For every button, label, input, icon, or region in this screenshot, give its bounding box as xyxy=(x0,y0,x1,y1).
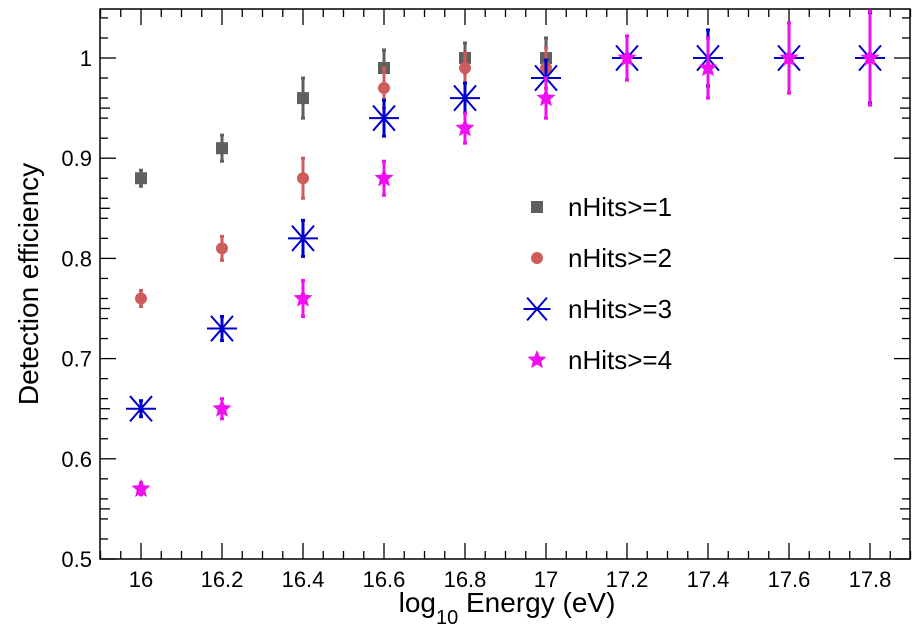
marker-circle xyxy=(297,172,309,185)
y-tick-label: 0.5 xyxy=(61,547,92,572)
marker-asterisk xyxy=(288,225,318,252)
marker-asterisk xyxy=(126,395,156,423)
marker-asterisk xyxy=(207,315,237,342)
marker-star xyxy=(860,48,880,67)
legend-label: nHits>=4 xyxy=(568,345,672,375)
marker-circle xyxy=(459,62,471,75)
marker-circle xyxy=(216,242,228,255)
data-point xyxy=(131,478,151,497)
marker-star xyxy=(617,48,637,67)
x-axis: 16 16.2 16.4 16.6 16.8 17 17.2 17.4 17.6 17.8 xyxy=(99,9,912,592)
series-layer xyxy=(126,9,885,497)
x-axis-title-subscript: 10 xyxy=(436,607,458,629)
legend-item: nHits>=1 xyxy=(531,192,672,222)
marker-star xyxy=(779,48,799,67)
x-tick-label: 17.8 xyxy=(849,567,892,592)
x-axis-title-prefix: log xyxy=(399,587,436,618)
data-point xyxy=(369,98,399,138)
marker-square xyxy=(216,142,228,155)
data-point xyxy=(297,156,309,200)
asterisk-stroke xyxy=(129,395,153,423)
data-point xyxy=(374,159,394,197)
marker-star xyxy=(536,88,556,107)
y-axis-title: Detection efficiency xyxy=(13,163,44,405)
series-asterisk xyxy=(126,11,885,423)
marker-star xyxy=(212,398,232,417)
data-point xyxy=(135,168,147,188)
data-point xyxy=(459,51,471,85)
data-point xyxy=(135,288,147,308)
x-tick-label: 17.6 xyxy=(768,567,811,592)
legend-marker-star xyxy=(527,350,547,369)
data-point xyxy=(297,76,309,120)
x-tick-label: 16.4 xyxy=(282,567,325,592)
legend-item: nHits>=3 xyxy=(523,294,672,324)
data-point xyxy=(126,395,156,423)
x-tick-label: 16.6 xyxy=(363,567,406,592)
x-tick-label: 16 xyxy=(129,567,153,592)
y-tick-label: 1 xyxy=(80,46,92,71)
x-tick-label: 16.2 xyxy=(201,567,244,592)
x-tick-label: 17.2 xyxy=(606,567,649,592)
data-point xyxy=(860,9,880,107)
data-point xyxy=(450,81,480,115)
data-point xyxy=(216,234,228,262)
data-point xyxy=(779,21,799,95)
marker-circle xyxy=(378,82,390,95)
marker-star xyxy=(374,168,394,187)
legend-marker-square xyxy=(531,201,543,213)
series-star xyxy=(131,9,880,497)
x-axis-title: log10 Energy (eV) xyxy=(399,587,616,629)
marker-square xyxy=(135,172,147,185)
asterisk-stroke xyxy=(372,104,396,132)
marker-star xyxy=(698,58,718,77)
marker-asterisk xyxy=(450,84,480,112)
legend-label: nHits>=3 xyxy=(568,294,672,324)
data-point xyxy=(207,315,237,343)
data-point xyxy=(617,34,637,82)
asterisk-stroke xyxy=(453,84,477,112)
asterisk-stroke xyxy=(526,296,548,322)
y-tick-label: 0.9 xyxy=(61,146,92,171)
legend-marker-circle xyxy=(531,252,543,264)
legend: nHits>=1 nHits>=2 nHits>=3 nHits>=4 xyxy=(523,192,672,375)
marker-asterisk xyxy=(369,104,399,132)
y-tick-label: 0.7 xyxy=(61,347,92,372)
legend-item: nHits>=2 xyxy=(531,243,672,273)
y-tick-label: 0.6 xyxy=(61,447,92,472)
marker-star xyxy=(455,118,475,137)
y-axis: 0.5 0.6 0.7 0.8 0.9 1 xyxy=(61,17,910,572)
marker-circle xyxy=(135,292,147,305)
data-point xyxy=(212,397,232,421)
x-tick-label: 17 xyxy=(534,567,558,592)
legend-label: nHits>=1 xyxy=(568,192,672,222)
data-point xyxy=(536,76,556,120)
asterisk-stroke xyxy=(210,315,234,342)
marker-star xyxy=(131,478,151,497)
series-circle xyxy=(135,46,552,308)
data-point xyxy=(288,218,318,258)
data-point xyxy=(216,133,228,163)
marker-square xyxy=(297,92,309,105)
data-point xyxy=(455,111,475,145)
legend-label: nHits>=2 xyxy=(568,243,672,273)
legend-marker-asterisk xyxy=(523,296,551,322)
series-square xyxy=(135,36,552,188)
asterisk-stroke xyxy=(291,225,315,252)
x-tick-label: 16.8 xyxy=(444,567,487,592)
marker-star xyxy=(293,288,313,307)
legend-item: nHits>=4 xyxy=(527,345,672,375)
y-tick-label: 0.8 xyxy=(61,246,92,271)
x-tick-label: 17.4 xyxy=(687,567,730,592)
data-point xyxy=(293,278,313,319)
x-axis-title-suffix: Energy (eV) xyxy=(458,587,615,618)
data-point xyxy=(698,36,718,100)
